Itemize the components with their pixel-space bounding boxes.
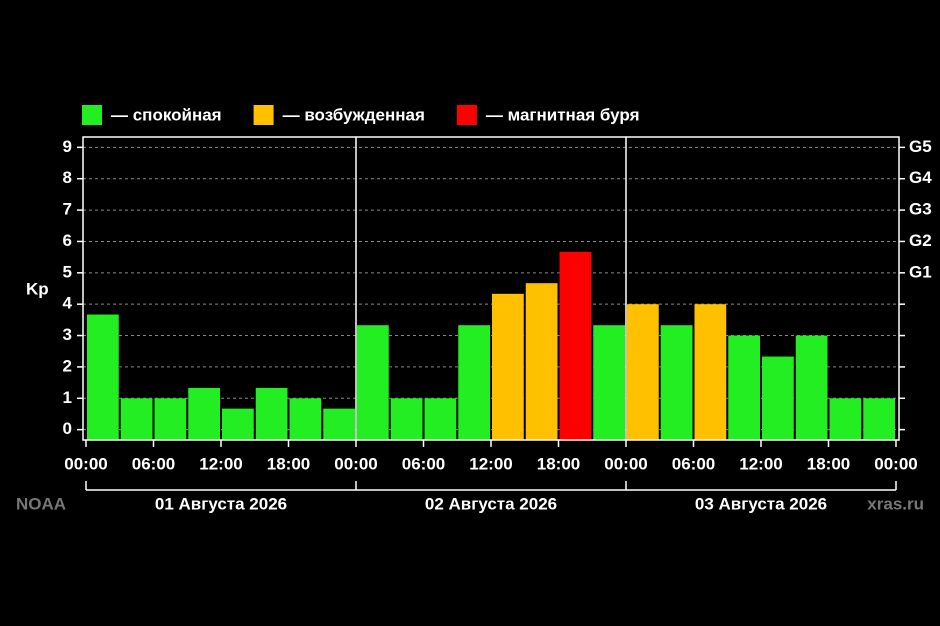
bar: [120, 398, 153, 440]
y2-tick-label: G5: [909, 137, 932, 156]
y-tick-label: 9: [63, 137, 72, 156]
bar: [660, 325, 693, 440]
source: NOAA: [16, 494, 66, 513]
day-label: 03 Августа 2026: [695, 494, 827, 513]
legend-swatch: [456, 105, 477, 125]
bar: [492, 293, 524, 440]
bar: [559, 251, 592, 440]
x-tick-label: 00:00: [334, 454, 377, 473]
bar: [593, 325, 625, 440]
legend-label: — магнитная буря: [486, 105, 640, 124]
y-tick-label: 4: [63, 294, 73, 313]
y-tick-label: 0: [63, 419, 72, 438]
day-label: 02 Августа 2026: [425, 494, 557, 513]
y-axis-label: Kp: [26, 279, 49, 298]
day-label: 01 Августа 2026: [155, 494, 287, 513]
y-tick-label: 8: [63, 168, 72, 187]
y2-tick-label: G3: [909, 200, 932, 219]
x-tick-label: 00:00: [604, 454, 647, 473]
legend-label: — спокойная: [111, 105, 222, 124]
bar: [323, 408, 355, 440]
legend-label: — возбужденная: [283, 105, 425, 124]
bar: [390, 398, 423, 440]
y-tick-label: 7: [63, 200, 72, 219]
x-tick-label: 18:00: [537, 454, 580, 473]
y2-tick-label: G4: [909, 168, 932, 187]
bar: [829, 398, 862, 440]
y2-tick-label: G1: [909, 262, 932, 281]
legend-swatch: [253, 105, 274, 125]
bar: [458, 325, 490, 440]
y-tick-label: 2: [63, 356, 72, 375]
bar: [289, 398, 322, 440]
x-tick-label: 06:00: [132, 454, 175, 473]
y-tick-label: 3: [63, 325, 72, 344]
bar: [188, 387, 220, 440]
x-tick-label: 18:00: [267, 454, 310, 473]
bar: [222, 408, 254, 440]
bar: [87, 314, 119, 440]
x-tick-label: 12:00: [739, 454, 782, 473]
y-tick-label: 5: [63, 262, 72, 281]
bar: [728, 335, 760, 440]
bar: [694, 304, 727, 440]
bar: [627, 304, 659, 440]
bar: [255, 387, 288, 440]
bar: [525, 283, 558, 440]
y2-tick-label: G2: [909, 231, 932, 250]
x-tick-label: 12:00: [199, 454, 242, 473]
y-tick-label: 6: [63, 231, 72, 250]
bar: [154, 398, 187, 440]
x-tick-label: 00:00: [64, 454, 107, 473]
x-tick-label: 12:00: [469, 454, 512, 473]
y-tick-label: 1: [63, 388, 72, 407]
credit: xras.ru: [867, 494, 924, 513]
x-tick-label: 00:00: [874, 454, 917, 473]
x-tick-label: 18:00: [807, 454, 850, 473]
bar: [795, 335, 828, 440]
bar: [863, 398, 895, 440]
legend-swatch: [82, 105, 102, 125]
bar: [762, 356, 794, 440]
x-tick-label: 06:00: [672, 454, 715, 473]
bar: [424, 398, 457, 440]
bar: [357, 325, 389, 440]
x-tick-label: 06:00: [402, 454, 445, 473]
